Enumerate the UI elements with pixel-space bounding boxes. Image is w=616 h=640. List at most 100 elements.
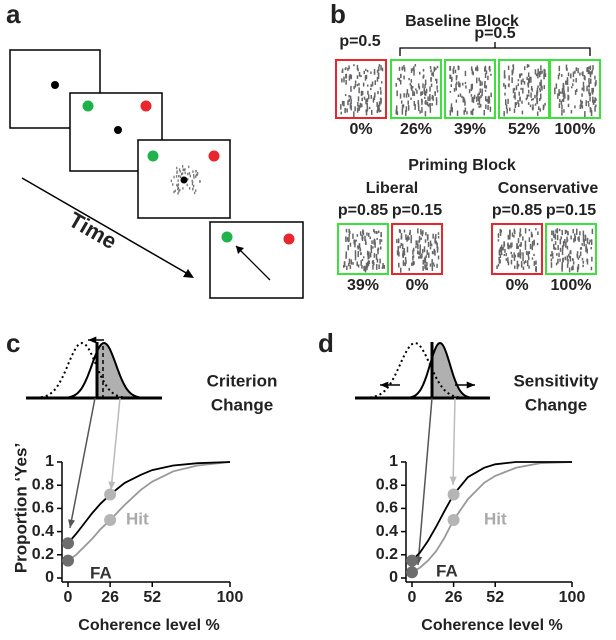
noise-dot	[188, 172, 191, 175]
noise-dot	[528, 228, 531, 232]
noise-dot	[395, 83, 398, 87]
noise-dot	[543, 74, 545, 80]
noise-dot	[357, 96, 360, 102]
noise-dot	[406, 246, 409, 253]
noise-dot	[347, 239, 350, 243]
noise-dot	[566, 79, 569, 85]
noise-dot	[475, 96, 478, 102]
noise-dot	[588, 82, 590, 88]
noise-dot	[345, 74, 347, 79]
noise-dot	[399, 93, 402, 99]
noise-dot	[564, 256, 566, 261]
noise-dot	[499, 253, 502, 259]
noise-dot	[500, 249, 503, 253]
noise-dot	[430, 69, 432, 73]
noise-dot	[349, 265, 352, 270]
noise-dot	[381, 266, 384, 269]
noise-dot	[536, 100, 539, 105]
noise-dot	[471, 109, 474, 116]
noise-dot	[537, 68, 539, 75]
noise-dot	[590, 110, 593, 116]
noise-dot	[522, 266, 525, 270]
noise-dot	[193, 176, 195, 179]
noise-dot	[532, 104, 534, 110]
noise-dot	[356, 65, 359, 70]
noise-dot	[507, 65, 510, 70]
noise-dot	[405, 259, 407, 265]
noise-dot	[344, 107, 346, 114]
fa-label: FA	[90, 563, 112, 582]
noise-dot	[563, 241, 565, 247]
noise-dot	[378, 264, 380, 270]
noise-dot	[416, 250, 419, 255]
noise-dot	[348, 262, 350, 267]
noise-dot	[513, 108, 516, 113]
noise-dot	[375, 264, 378, 270]
noise-dot	[543, 85, 546, 90]
noise-dot	[379, 87, 382, 90]
noise-dot	[432, 233, 434, 239]
noise-dot	[577, 264, 580, 270]
noise-dot	[184, 171, 186, 175]
noise-dot	[187, 177, 189, 181]
noise-dot	[367, 260, 370, 267]
bracket	[399, 42, 591, 56]
noise-dot	[590, 107, 592, 113]
noise-dot	[420, 237, 422, 240]
noise-dot	[176, 171, 178, 174]
noise-dot	[450, 103, 453, 108]
noise-dot	[571, 266, 573, 271]
noise-dot	[498, 259, 501, 264]
noise-dot	[358, 82, 360, 86]
probability: p=0.5	[474, 25, 515, 42]
noise-dot	[557, 245, 559, 251]
noise-dot	[569, 255, 572, 262]
noise-dot	[589, 71, 592, 78]
noise-dot	[591, 89, 594, 95]
probability: p=0.5	[339, 33, 380, 50]
noise-dot	[380, 81, 383, 84]
noise-dot	[556, 253, 558, 256]
noise-dot	[348, 234, 351, 237]
noise-dot	[568, 255, 571, 259]
noise-dot	[399, 229, 402, 234]
noise-dot	[571, 86, 573, 89]
noise-dot	[564, 93, 566, 99]
noise-dot	[424, 263, 426, 269]
annotation: Change	[525, 395, 587, 414]
noise-dot	[374, 92, 376, 98]
noise-dot	[490, 73, 492, 76]
noise-dot	[412, 247, 415, 252]
data-point	[104, 514, 117, 526]
noise-dot	[449, 74, 452, 79]
noise-dot	[478, 77, 480, 82]
noise-dot	[370, 84, 372, 88]
noise-dot	[536, 242, 539, 246]
noise-dot	[540, 93, 542, 100]
noise-dot	[473, 94, 476, 99]
noise-dot	[512, 64, 515, 71]
noise-dot	[423, 257, 426, 263]
noise-dot	[462, 96, 464, 103]
noise-dot	[579, 251, 582, 256]
noise-dot	[400, 100, 403, 104]
noise-dot	[554, 87, 556, 91]
noise-dot	[566, 263, 569, 268]
noise-dot	[588, 242, 591, 245]
noise-dot	[488, 99, 491, 104]
noise-dot	[559, 99, 561, 103]
noise-dot	[357, 68, 359, 72]
data-point	[447, 514, 460, 526]
noise-dot	[354, 244, 356, 248]
noise-dot	[176, 184, 179, 188]
noise-dot	[435, 67, 437, 71]
fixation	[114, 126, 122, 134]
noise-dot	[423, 91, 426, 95]
probability: p=0.85	[338, 202, 388, 219]
noise-dot	[366, 232, 368, 236]
noise-dot	[551, 238, 553, 242]
condition-name: Liberal	[366, 180, 418, 197]
noise-dot	[449, 90, 452, 93]
noise-dot	[195, 189, 197, 192]
noise-dot	[344, 94, 347, 97]
